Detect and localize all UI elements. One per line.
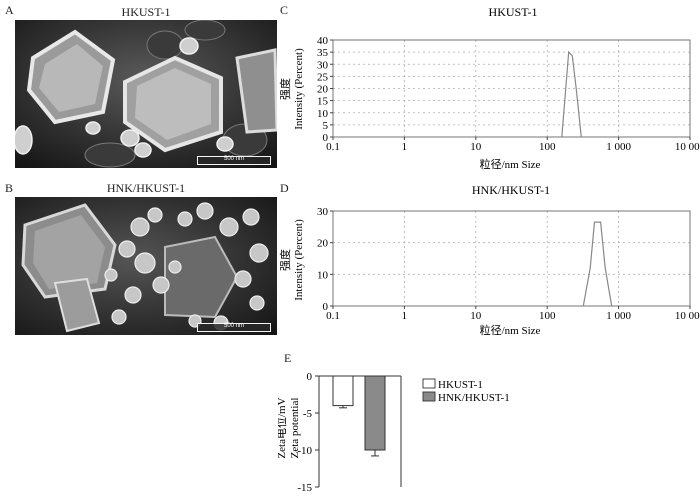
chart-d-series-line	[582, 221, 613, 307]
chart-c-ytick-label: 10	[317, 108, 329, 120]
chart-c-xtick-label: 10 000	[675, 141, 700, 153]
chart-c-ytick-label: 15	[317, 96, 329, 108]
chart-e-legend-label: HNK/HKUST-1	[438, 392, 510, 404]
chart-e-legend-swatch	[422, 391, 436, 402]
chart-e-legend-swatch	[422, 378, 436, 389]
chart-d-ytick-label: 0	[323, 301, 329, 313]
chart-c-xtick-label: 1	[402, 141, 408, 153]
chart-d-xtick-label: 1 000	[606, 310, 631, 322]
chart-d-xtick-label: 10 000	[675, 310, 700, 322]
chart-c-ytick-label: 20	[317, 84, 329, 96]
panel-a-title: HKUST-1	[121, 5, 171, 19]
chart-c-xlabel: 粒径/nm Size	[480, 157, 541, 171]
chart-e-ytick-label: -5	[303, 408, 313, 420]
panel-b-letter: B	[5, 181, 14, 195]
chart-c-ytick-label: 0	[323, 132, 329, 144]
chart-c-xtick-label: 0.1	[326, 141, 340, 153]
chart-c-xtick-label: 1 000	[606, 141, 631, 153]
chart-c-ytick-label: 35	[317, 47, 329, 59]
chart-e-zeta-potential: Zeta电位/mV Zeta potential 0 -5 -10 -15 HKUST-…	[278, 371, 510, 494]
panel-d-letter: D	[280, 181, 289, 195]
scale-bar-b: 500 nm	[197, 323, 271, 332]
chart-e-ylabel-en: Zeta potential	[289, 398, 301, 459]
chart-c-ylabel-en: Intensity (Percent)	[293, 48, 305, 130]
chart-c-hkust1-size-distribution: HKUST-1 强度 Intensity (Percent) 0.1 1 10 100…	[278, 5, 700, 171]
chart-e-ytick-label: 0	[307, 371, 313, 383]
chart-d-plot-frame	[332, 210, 691, 307]
chart-d-ylabel-en: Intensity (Percent)	[293, 219, 305, 301]
sem-image-hkust1: 500 nm	[15, 20, 277, 168]
chart-c-xtick-label: 10	[470, 141, 482, 153]
chart-d-xtick-label: 0.1	[326, 310, 340, 322]
panel-e-letter: E	[284, 351, 292, 365]
chart-c-title: HKUST-1	[489, 5, 538, 19]
chart-e-ylabel-cn: Zeta电位/mV	[278, 397, 288, 458]
chart-d-xtick-label: 10	[470, 310, 482, 322]
panel-c-letter: C	[280, 3, 289, 17]
chart-d-title: HNK/HKUST-1	[472, 183, 550, 197]
chart-c-ytick-label: 25	[317, 71, 329, 83]
chart-d-ytick-label: 10	[317, 269, 329, 281]
chart-d-xtick-label: 100	[539, 310, 556, 322]
chart-d-xtick-label: 1	[402, 310, 408, 322]
chart-e-legend-label: HKUST-1	[438, 379, 483, 391]
panel-b-title: HNK/HKUST-1	[106, 181, 186, 195]
chart-c-ytick-label: 30	[317, 59, 329, 71]
chart-e-bar-1	[332, 375, 354, 407]
chart-d-hnk-size-distribution: HNK/HKUST-1 强度 Intensity (Percent) 0.1 1 1…	[278, 183, 700, 337]
scale-bar-a: 500 nm	[197, 156, 271, 165]
chart-c-ytick-label: 5	[323, 120, 329, 132]
chart-c-series-line	[561, 50, 582, 138]
chart-d-ylabel-cn: 强度	[278, 249, 292, 271]
chart-c-ytick-label: 40	[317, 35, 329, 47]
chart-c-xtick-label: 100	[539, 141, 556, 153]
chart-e-ytick-label: -15	[297, 482, 312, 494]
chart-d-ytick-label: 20	[317, 238, 329, 250]
chart-c-ylabel-cn: 强度	[278, 78, 292, 100]
sem-image-hnk-hkust1: 500 nm	[15, 197, 277, 335]
chart-d-ytick-label: 30	[317, 206, 329, 218]
chart-d-xlabel: 粒径/nm Size	[480, 323, 541, 337]
chart-e-ytick-label: -10	[297, 445, 312, 457]
panel-a-letter: A	[5, 3, 14, 17]
chart-e-bar-2	[364, 375, 386, 451]
chart-c-plot-frame	[332, 39, 691, 138]
